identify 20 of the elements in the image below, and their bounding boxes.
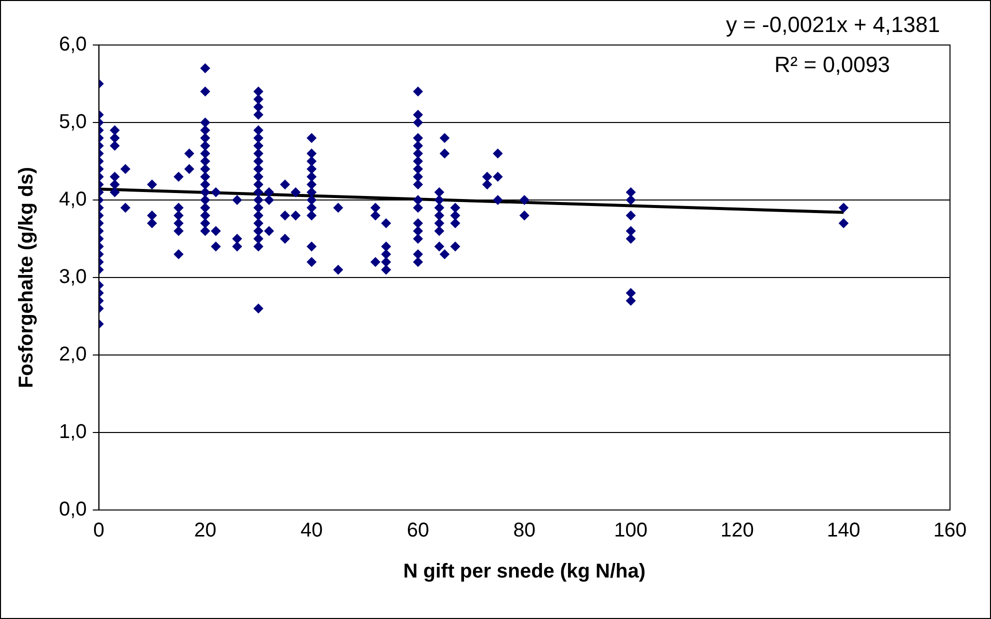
y-tick-label: 5,0 xyxy=(58,111,87,134)
x-tick-label: 60 xyxy=(406,520,430,542)
y-tick-label: 3,0 xyxy=(58,266,87,288)
y-tick-label: 1,0 xyxy=(58,421,87,444)
text: y = -0,0021x + 4,1381 xyxy=(726,12,940,38)
annotation: R² = 0,0093 xyxy=(774,52,890,78)
x-tick-label: 0 xyxy=(93,520,104,542)
x-tick-label: 120 xyxy=(720,520,754,542)
y-tick-label: 2,0 xyxy=(58,344,87,366)
x-tick-label: 100 xyxy=(614,520,648,542)
x-tick-label: 20 xyxy=(194,520,216,542)
x-tick-label: 140 xyxy=(826,520,860,542)
x-axis-title: N gift per snede (kg N/ha) xyxy=(403,560,646,583)
y-tick-label: 4,0 xyxy=(58,188,87,211)
y-tick-label: 6,0 xyxy=(58,34,87,56)
x-tick-label: 80 xyxy=(513,520,536,542)
x-tick-label: 40 xyxy=(300,520,323,542)
y-axis-title: Fosforgehalte (g/kg ds) xyxy=(16,166,38,388)
x-tick-label: 160 xyxy=(933,520,967,542)
y-tick-label: 0,0 xyxy=(58,498,87,521)
